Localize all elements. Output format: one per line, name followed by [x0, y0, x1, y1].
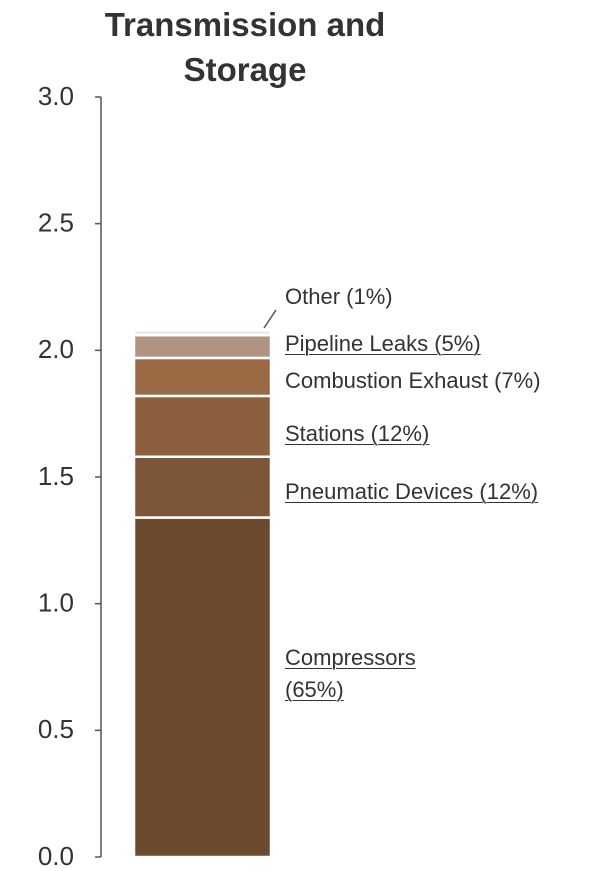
bar-segment [132, 394, 273, 458]
bar-segment [132, 455, 273, 519]
bar-segment [132, 356, 273, 398]
leader-line [263, 309, 277, 329]
bar-segment [132, 333, 273, 360]
segment-label: Stations (12%) [285, 421, 430, 446]
y-tick-label: 2.0 [38, 334, 74, 364]
bar-segment [132, 328, 273, 337]
y-tick-label: 2.5 [38, 208, 74, 238]
bar-segment [132, 516, 273, 859]
y-tick-label: 0.0 [38, 841, 74, 871]
segment-label: Pipeline Leaks (5%) [285, 331, 481, 356]
y-tick-label: 1.5 [38, 461, 74, 491]
y-tick-label: 3.0 [38, 81, 74, 111]
segment-label: Compressors (65%) [285, 645, 416, 702]
y-tick-label: 0.5 [38, 714, 74, 744]
chart-title: Transmission and Storage [104, 6, 386, 88]
y-tick-label: 1.0 [38, 588, 74, 618]
segment-label: Other (1%) [285, 284, 393, 309]
segment-label: Pneumatic Devices (12%) [285, 479, 539, 504]
segment-label: Combustion Exhaust (7%) [285, 368, 541, 393]
